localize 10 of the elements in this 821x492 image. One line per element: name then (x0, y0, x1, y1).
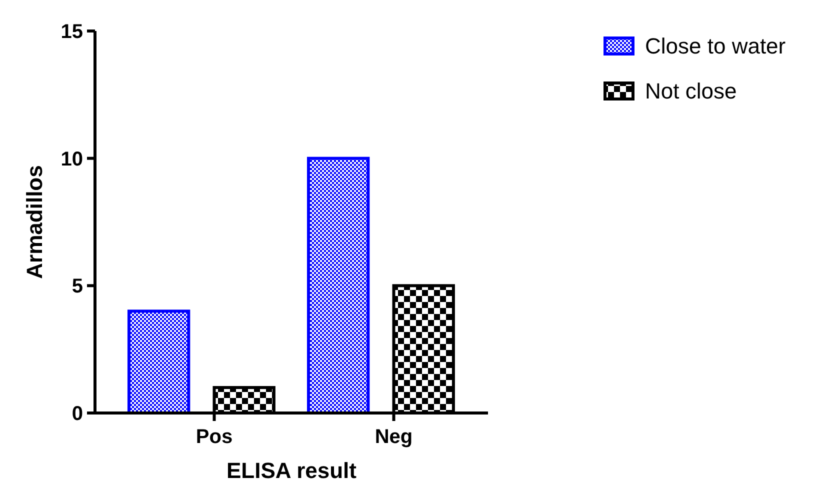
y-tick-label: 10 (60, 148, 83, 170)
x-tick-label: Neg (374, 426, 413, 448)
y-tick-label: 0 (72, 403, 83, 425)
y-tick-label: 5 (72, 276, 83, 298)
x-tick-label: Pos (196, 426, 233, 448)
y-axis-title: Armadillos (22, 165, 47, 279)
legend-label: Close to water (645, 34, 786, 59)
x-axis-title: ELISA result (226, 458, 358, 483)
legend-label: Not close (645, 78, 737, 104)
y-tick-label: 15 (60, 21, 83, 43)
